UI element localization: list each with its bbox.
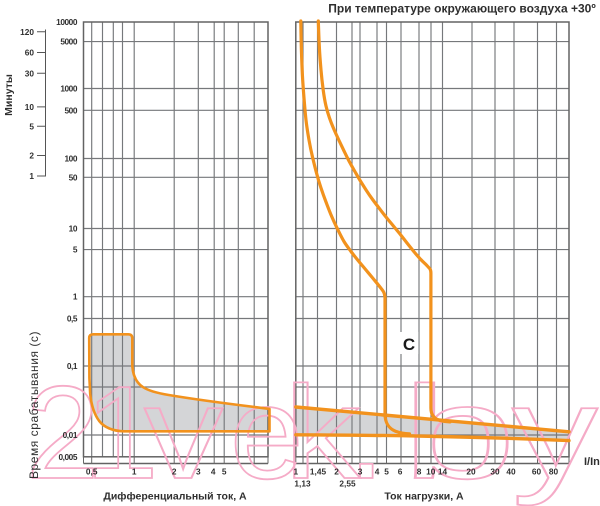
svg-text:0,005: 0,005 [58,452,77,462]
svg-text:2: 2 [172,467,177,477]
svg-text:Ток нагрузки, А: Ток нагрузки, А [384,491,464,503]
svg-text:4: 4 [211,467,216,477]
svg-text:1000: 1000 [60,84,77,94]
svg-text:0,5: 0,5 [67,314,78,324]
svg-text:5: 5 [384,467,389,477]
svg-text:20: 20 [466,467,476,477]
svg-text:60: 60 [532,467,542,477]
svg-text:2: 2 [334,467,339,477]
svg-text:30: 30 [490,467,500,477]
svg-text:10000: 10000 [56,17,78,27]
svg-text:8: 8 [417,467,422,477]
svg-text:5: 5 [29,121,34,131]
svg-text:14: 14 [438,467,448,477]
svg-text:y: y [512,359,598,506]
svg-text:Время срабатывания (с): Время срабатывания (с) [27,331,41,479]
svg-text:Минуты: Минуты [3,74,15,116]
svg-text:60: 60 [25,48,35,58]
svg-text:C: C [403,335,415,354]
svg-text:40: 40 [506,467,516,477]
svg-text:10: 10 [25,102,35,112]
svg-text:I/In: I/In [584,456,600,468]
svg-text:120: 120 [20,27,34,37]
svg-text:1: 1 [293,467,298,477]
svg-text:k: k [284,359,361,506]
svg-text:100: 100 [65,154,78,164]
svg-text:Дифференциальный ток, А: Дифференциальный ток, А [103,491,247,503]
svg-text:2: 2 [26,359,99,506]
svg-text:5000: 5000 [60,37,77,47]
svg-text:50: 50 [69,172,78,182]
svg-text:5: 5 [73,245,78,255]
svg-text:2: 2 [29,151,34,161]
svg-text:80: 80 [549,467,559,477]
svg-text:1,45: 1,45 [310,467,327,477]
svg-text:1,13: 1,13 [294,479,311,489]
svg-text:3: 3 [358,467,363,477]
svg-text:b: b [402,359,516,506]
svg-text:4: 4 [375,467,380,477]
svg-text:При температуре окружающего во: При температуре окружающего воздуха +30º [328,2,596,16]
svg-text:0,5: 0,5 [86,467,98,477]
svg-text:30: 30 [25,68,35,78]
svg-text:1: 1 [29,171,34,181]
svg-text:2,55: 2,55 [339,479,356,489]
svg-text:1: 1 [73,292,78,302]
svg-text:500: 500 [65,105,78,115]
svg-text:10: 10 [426,467,436,477]
svg-text:.: . [348,359,385,506]
svg-text:0,1: 0,1 [67,361,78,371]
svg-text:1: 1 [132,467,137,477]
svg-text:10: 10 [69,224,78,234]
svg-text:0,01: 0,01 [63,430,78,440]
svg-text:3: 3 [196,467,201,477]
svg-text:5: 5 [222,467,227,477]
svg-text:6: 6 [398,467,403,477]
